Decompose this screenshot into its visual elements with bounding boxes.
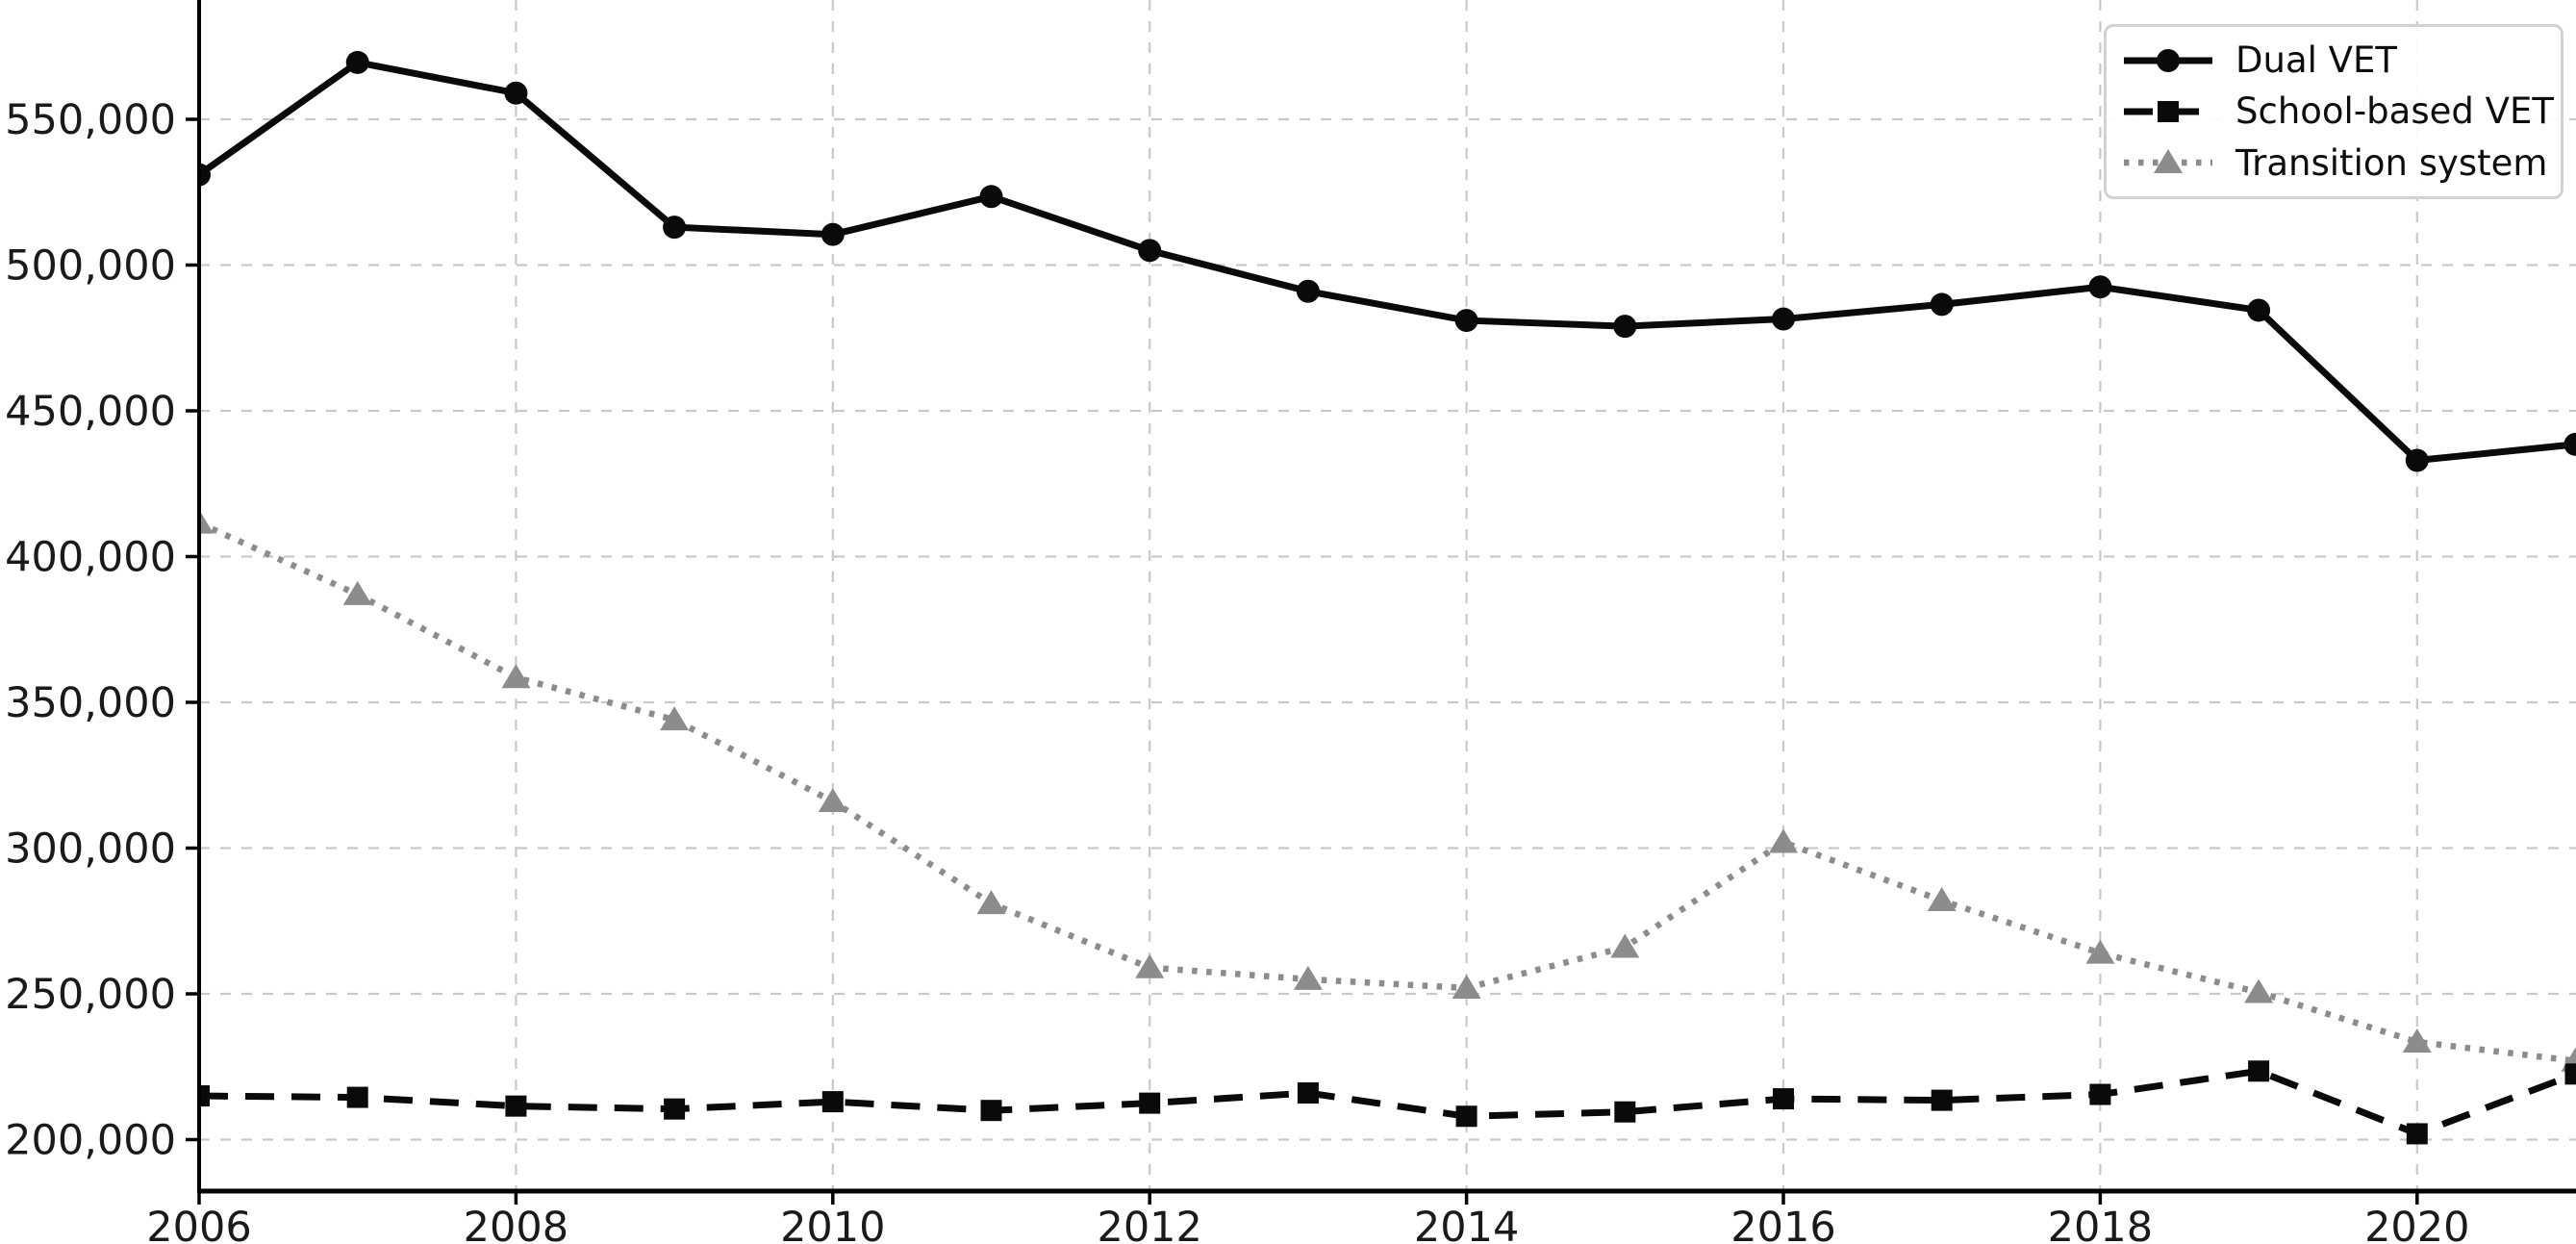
y-tick-label: 450,000 xyxy=(5,388,176,436)
x-tick-label: 2016 xyxy=(1730,1204,1835,1244)
x-tick-label: 2006 xyxy=(146,1204,251,1244)
x-tick-label: 2018 xyxy=(2048,1204,2153,1244)
x-tick-label: 2014 xyxy=(1414,1204,1519,1244)
y-tick-label: 400,000 xyxy=(5,534,176,582)
legend-item-school-based-vet: School-based VET xyxy=(2122,88,2554,136)
y-tick-label: 250,000 xyxy=(5,971,176,1019)
y-tick-label: 350,000 xyxy=(5,679,176,727)
y-tick-label: 550,000 xyxy=(5,96,176,144)
school-based-vet-line-sample-icon xyxy=(2124,100,2212,122)
transition-system-line-sample-icon xyxy=(2124,149,2212,174)
y-tick-label: 200,000 xyxy=(5,1117,176,1165)
x-tick-label: 2010 xyxy=(780,1204,885,1244)
x-tick-label: 2012 xyxy=(1097,1204,1201,1244)
legend-item-transition-system: Transition system xyxy=(2122,139,2548,187)
x-tick-label: 2008 xyxy=(464,1204,568,1244)
legend-label-dual-vet: Dual VET xyxy=(2235,39,2397,82)
y-tick-label: 500,000 xyxy=(5,242,176,291)
legend-label-school-based-vet: School-based VET xyxy=(2235,90,2554,133)
x-tick-label: 2020 xyxy=(2364,1204,2469,1244)
dual-vet-line-sample-icon xyxy=(2124,48,2212,72)
legend: Dual VET School-based VET Transition sys… xyxy=(2104,24,2563,199)
legend-item-dual-vet: Dual VET xyxy=(2122,37,2545,85)
legend-label-transition-system: Transition system xyxy=(2235,141,2548,184)
y-tick-label: 300,000 xyxy=(5,825,176,874)
